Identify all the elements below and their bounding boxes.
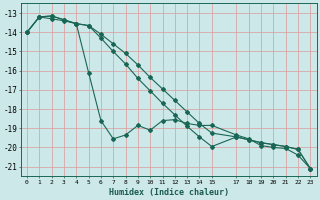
X-axis label: Humidex (Indice chaleur): Humidex (Indice chaleur): [109, 188, 229, 197]
